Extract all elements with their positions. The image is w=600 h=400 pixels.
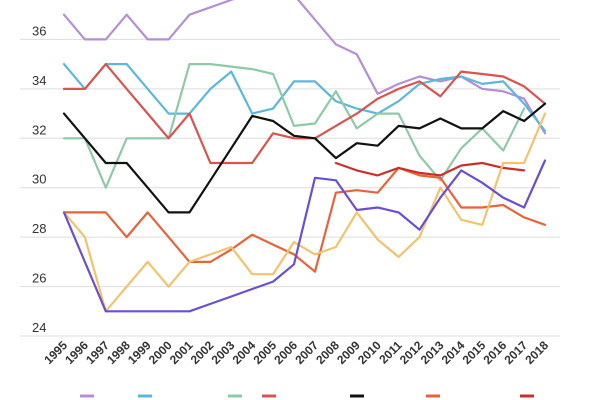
series-line-9: [62, 159, 547, 313]
y-tick-label: 34: [32, 73, 46, 88]
series-line-5: [62, 102, 547, 214]
y-axis-ticks: 24 26 28 30 32 34 36: [32, 23, 46, 335]
series-line-6: [62, 166, 547, 273]
y-tick-label: 30: [32, 172, 46, 187]
y-tick-label: 28: [32, 221, 46, 236]
series-line-8: [62, 112, 547, 313]
x-tick-label: 2018: [522, 338, 551, 367]
series-line-4: [62, 62, 547, 165]
x-axis-ticks: 1995199619971998199920002001200220032004…: [41, 338, 551, 367]
series-line-1: [62, 0, 547, 135]
series-lines: [62, 0, 547, 313]
series-line-2: [62, 62, 547, 132]
y-tick-label: 24: [32, 320, 46, 335]
series-line-7: [334, 161, 526, 177]
y-tick-label: 32: [32, 122, 46, 137]
y-tick-label: 36: [32, 23, 46, 38]
series-line-3: [62, 62, 526, 189]
y-tick-label: 26: [32, 271, 46, 286]
